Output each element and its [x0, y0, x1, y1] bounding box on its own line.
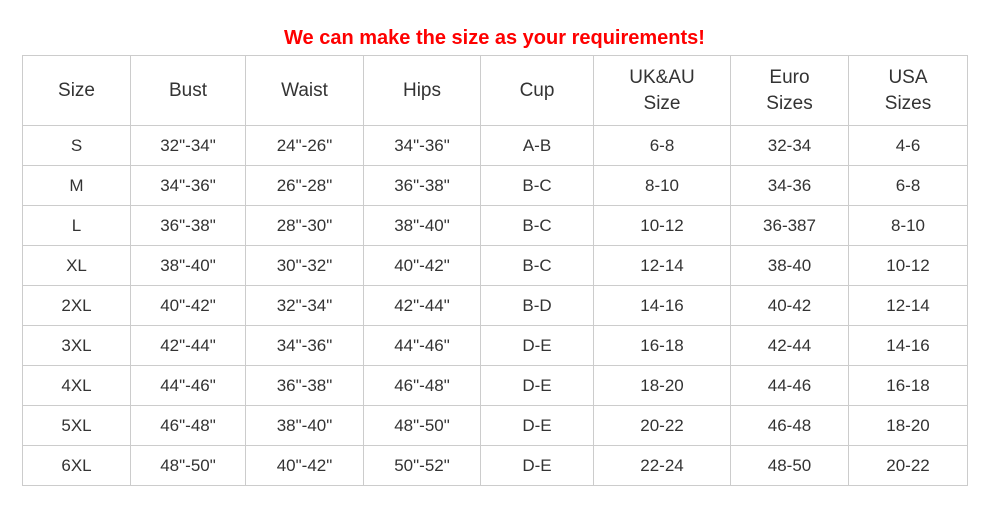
- table-cell: 40"-42": [245, 445, 364, 486]
- size-label-cell: 3XL: [22, 325, 131, 366]
- table-cell: 4-6: [848, 125, 968, 166]
- size-label-cell: L: [22, 205, 131, 246]
- table-cell: 24"-26": [245, 125, 364, 166]
- size-chart-container: We can make the size as your requirement…: [22, 0, 968, 486]
- column-header-ukau-size: UK&AU Size: [593, 55, 731, 126]
- table-cell: 44-46: [730, 365, 849, 406]
- page-title: We can make the size as your requirement…: [284, 27, 705, 49]
- table-cell: 42-44: [730, 325, 849, 366]
- size-label-cell: XL: [22, 245, 131, 286]
- column-header-bust: Bust: [130, 55, 246, 126]
- table-cell: B-C: [480, 165, 594, 206]
- table-cell: 40"-42": [130, 285, 246, 326]
- column-header-hips: Hips: [363, 55, 481, 126]
- table-cell: 44"-46": [130, 365, 246, 406]
- table-cell: 38"-40": [363, 205, 481, 246]
- table-row: 3XL 42"-44" 34"-36" 44"-46" D-E 16-18 42-44 14-…: [22, 325, 968, 366]
- table-cell: B-C: [480, 245, 594, 286]
- table-row: 4XL 44"-46" 36"-38" 46"-48" D-E 18-20 44-46 16-…: [22, 365, 968, 406]
- table-header-row: Size Bust Waist Hips Cup UK&AU Size Euro…: [22, 55, 968, 126]
- table-cell: 36"-38": [130, 205, 246, 246]
- table-row: 6XL 48"-50" 40"-42" 50"-52" D-E 22-24 48-50 20-…: [22, 445, 968, 486]
- table-cell: 22-24: [593, 445, 731, 486]
- table-cell: 30"-32": [245, 245, 364, 286]
- table-cell: 32-34: [730, 125, 849, 166]
- size-label-cell: 6XL: [22, 445, 131, 486]
- table-cell: 10-12: [848, 245, 968, 286]
- table-cell: 36"-38": [245, 365, 364, 406]
- size-label-cell: M: [22, 165, 131, 206]
- table-cell: 48-50: [730, 445, 849, 486]
- table-cell: 8-10: [848, 205, 968, 246]
- table-row: S 32"-34" 24"-26" 34"-36" A-B 6-8 32-34 4-6: [22, 125, 968, 166]
- table-row: 2XL 40"-42" 32"-34" 42"-44" B-D 14-16 40-42 12-…: [22, 285, 968, 326]
- table-cell: 36-387: [730, 205, 849, 246]
- table-cell: 38"-40": [130, 245, 246, 286]
- table-cell: D-E: [480, 365, 594, 406]
- table-cell: 44"-46": [363, 325, 481, 366]
- table-cell: 6-8: [593, 125, 731, 166]
- size-label-cell: 2XL: [22, 285, 131, 326]
- table-cell: 10-12: [593, 205, 731, 246]
- column-header-size: Size: [22, 55, 131, 126]
- table-cell: 12-14: [848, 285, 968, 326]
- table-cell: 46"-48": [363, 365, 481, 406]
- column-header-waist: Waist: [245, 55, 364, 126]
- table-cell: 32"-34": [130, 125, 246, 166]
- table-cell: 42"-44": [130, 325, 246, 366]
- table-cell: 12-14: [593, 245, 731, 286]
- table-cell: 20-22: [593, 405, 731, 446]
- table-cell: 50"-52": [363, 445, 481, 486]
- table-cell: A-B: [480, 125, 594, 166]
- table-cell: 46"-48": [130, 405, 246, 446]
- size-label-cell: 4XL: [22, 365, 131, 406]
- table-cell: 34"-36": [363, 125, 481, 166]
- size-chart-table: Size Bust Waist Hips Cup UK&AU Size Euro…: [22, 55, 968, 486]
- table-cell: 14-16: [593, 285, 731, 326]
- table-cell: 14-16: [848, 325, 968, 366]
- table-row: L 36"-38" 28"-30" 38"-40" B-C 10-12 36-387 8-10: [22, 205, 968, 246]
- table-cell: 38"-40": [245, 405, 364, 446]
- table-cell: 16-18: [848, 365, 968, 406]
- table-cell: D-E: [480, 445, 594, 486]
- table-cell: 34-36: [730, 165, 849, 206]
- table-cell: 34"-36": [130, 165, 246, 206]
- column-header-cup: Cup: [480, 55, 594, 126]
- table-cell: 40"-42": [363, 245, 481, 286]
- table-cell: 28"-30": [245, 205, 364, 246]
- table-row: XL 38"-40" 30"-32" 40"-42" B-C 12-14 38-40 10-1…: [22, 245, 968, 286]
- table-cell: 34"-36": [245, 325, 364, 366]
- table-cell: B-D: [480, 285, 594, 326]
- table-cell: 18-20: [593, 365, 731, 406]
- table-cell: 16-18: [593, 325, 731, 366]
- table-cell: D-E: [480, 405, 594, 446]
- table-cell: 6-8: [848, 165, 968, 206]
- table-cell: D-E: [480, 325, 594, 366]
- table-cell: B-C: [480, 205, 594, 246]
- table-cell: 42"-44": [363, 285, 481, 326]
- table-cell: 38-40: [730, 245, 849, 286]
- table-cell: 48"-50": [363, 405, 481, 446]
- table-cell: 20-22: [848, 445, 968, 486]
- table-cell: 26"-28": [245, 165, 364, 206]
- table-row: 5XL 46"-48" 38"-40" 48"-50" D-E 20-22 46-48 18-…: [22, 405, 968, 446]
- table-cell: 40-42: [730, 285, 849, 326]
- size-label-cell: S: [22, 125, 131, 166]
- table-cell: 46-48: [730, 405, 849, 446]
- table-cell: 32"-34": [245, 285, 364, 326]
- table-cell: 36"-38": [363, 165, 481, 206]
- table-cell: 8-10: [593, 165, 731, 206]
- table-row: M 34"-36" 26"-28" 36"-38" B-C 8-10 34-36 6-8: [22, 165, 968, 206]
- size-table-body: S 32"-34" 24"-26" 34"-36" A-B 6-8 32-34 4-6 M 34"…: [22, 125, 968, 486]
- size-label-cell: 5XL: [22, 405, 131, 446]
- column-header-usa-sizes: USA Sizes: [848, 55, 968, 126]
- table-cell: 18-20: [848, 405, 968, 446]
- column-header-euro-sizes: Euro Sizes: [730, 55, 849, 126]
- table-cell: 48"-50": [130, 445, 246, 486]
